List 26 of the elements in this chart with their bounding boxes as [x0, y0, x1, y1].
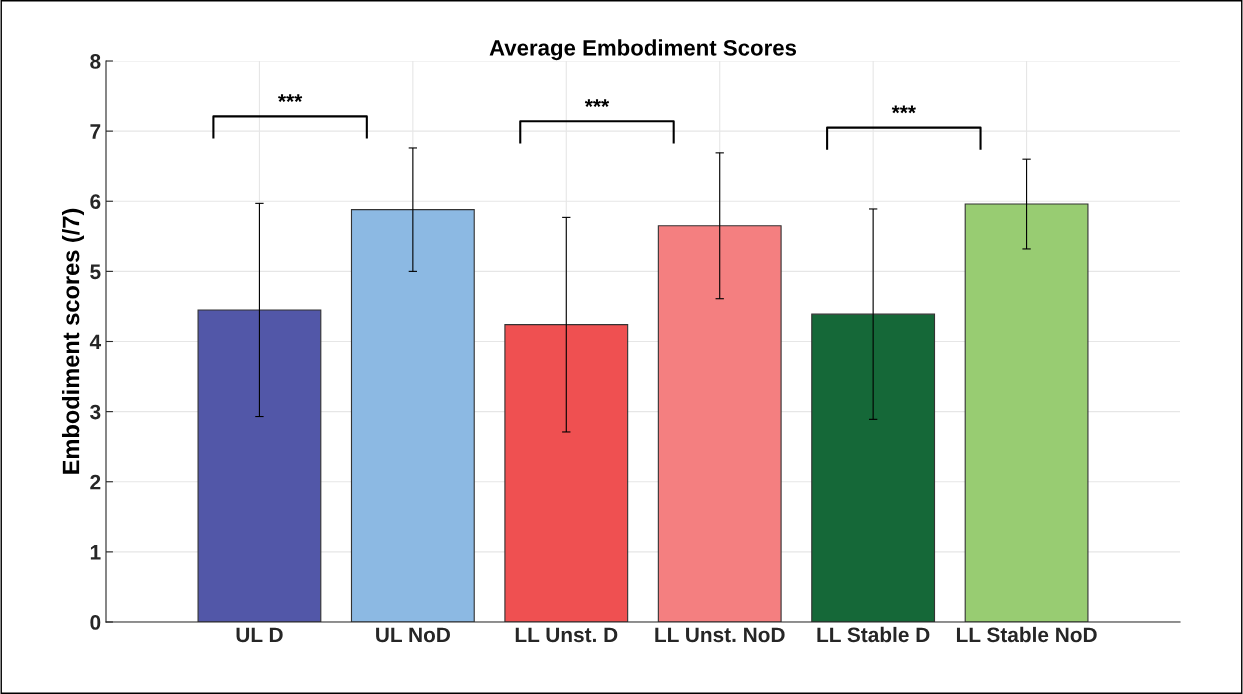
annotation: ***: [278, 94, 303, 102]
annotation: ***: [584, 99, 610, 107]
annotation: ***: [891, 105, 916, 114]
y-tick-label: 0: [90, 615, 101, 630]
bar: [657, 225, 782, 622]
y-tick-label: 1: [90, 545, 101, 560]
bar: [504, 324, 629, 622]
x-tick-label: UL D: [236, 627, 283, 643]
bar: [964, 203, 1089, 622]
y-tick-label: 2: [90, 474, 101, 490]
y-tick-label: 4: [89, 334, 102, 350]
y-tick-label: 5: [90, 264, 101, 280]
y-axis-title: Embodiment scores (/7): [61, 208, 84, 474]
x-tick-label: LL Stable D: [817, 626, 930, 643]
bar: [811, 313, 936, 622]
chart-title: Average Embodiment Scores: [489, 39, 797, 61]
bar: [197, 309, 322, 622]
bar: [350, 209, 475, 622]
y-tick-label: 3: [90, 404, 101, 420]
x-tick-label: LL Unst. NoD: [655, 627, 785, 643]
y-tick-label: 6: [90, 194, 101, 209]
x-tick-label: LL Stable NoD: [956, 626, 1097, 643]
x-tick-label: UL NoD: [376, 627, 450, 643]
x-tick-label: LL Unst. D: [515, 627, 618, 643]
y-tick-label: 8: [90, 54, 101, 69]
y-tick-label: 7: [90, 124, 101, 139]
